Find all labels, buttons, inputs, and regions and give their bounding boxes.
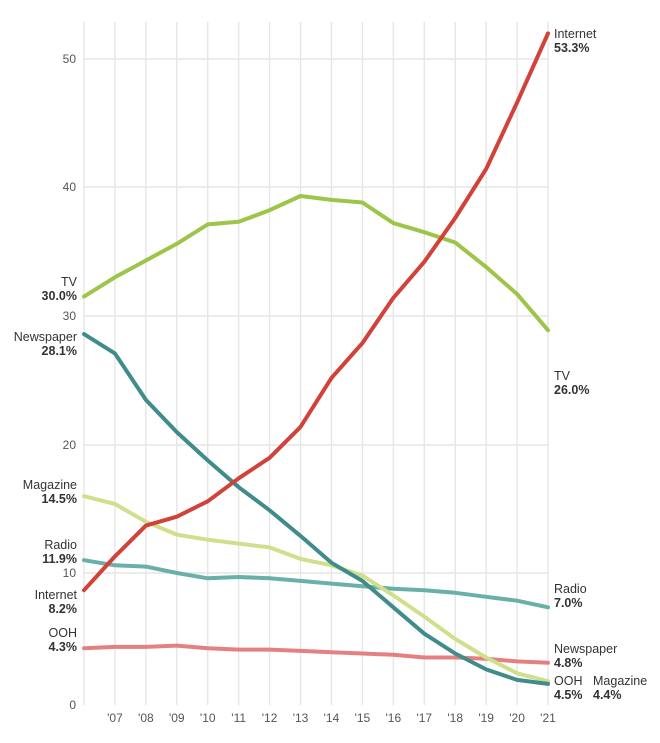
end-label-tv: TV [554, 369, 571, 383]
start-label-ooh: OOH [49, 626, 77, 640]
start-label-tv: TV [61, 275, 78, 289]
end-label-ooh: OOH [554, 674, 582, 688]
y-tick-label: 20 [63, 438, 77, 452]
y-axis-ticks: 0 10 20 30 40 50 [63, 52, 77, 712]
y-tick-label: 10 [63, 566, 77, 580]
series-line-ooh [82, 643, 550, 665]
end-label-magazine: Magazine [593, 674, 647, 688]
end-value-magazine: 4.4% [593, 688, 622, 702]
end-value-tv: 26.0% [554, 383, 589, 397]
series-line-internet [82, 31, 550, 593]
x-tick-label: '13 [293, 711, 309, 725]
x-tick-label: '14 [324, 711, 340, 725]
start-value-radio: 11.9% [42, 552, 77, 566]
x-tick-label: '08 [138, 711, 154, 725]
start-label-radio: Radio [44, 538, 77, 552]
y-tick-label: 50 [63, 52, 77, 66]
end-label-newspaper: Newspaper [554, 642, 617, 656]
x-tick-label: '09 [169, 711, 185, 725]
start-label-internet: Internet [35, 588, 78, 602]
end-value-internet: 53.3% [554, 41, 589, 55]
end-label-internet: Internet [554, 27, 597, 41]
start-label-magazine: Magazine [23, 478, 77, 492]
x-tick-label: '19 [478, 711, 494, 725]
start-value-ooh: 4.3% [49, 640, 78, 654]
start-label-newspaper: Newspaper [14, 330, 77, 344]
start-value-magazine: 14.5% [42, 492, 77, 506]
y-tick-label: 40 [63, 180, 77, 194]
end-value-newspaper: 4.8% [554, 656, 583, 670]
start-value-newspaper: 28.1% [42, 344, 77, 358]
x-axis-ticks: '07 '08 '09 '10 '11 '12 '13 '14 '15 '16 '17 '18 '19 '… [107, 711, 556, 725]
end-value-ooh: 4.5% [554, 688, 583, 702]
end-label-radio: Radio [554, 582, 587, 596]
x-tick-label: '12 [262, 711, 278, 725]
start-value-tv: 30.0% [42, 289, 77, 303]
series-line-magazine [82, 494, 550, 684]
y-tick-label: 30 [63, 309, 77, 323]
series-labels: Internet8.2%Internet53.3%TV30.0%TV26.0%N… [14, 27, 647, 702]
x-tick-label: '17 [416, 711, 432, 725]
x-tick-label: '21 [540, 711, 556, 725]
series-line-newspaper [82, 332, 550, 686]
series-lines [82, 31, 550, 686]
x-tick-label: '20 [509, 711, 525, 725]
y-tick-label: 0 [69, 698, 76, 712]
end-value-radio: 7.0% [554, 596, 583, 610]
x-tick-label: '11 [231, 711, 246, 725]
x-tick-label: '18 [447, 711, 463, 725]
start-value-internet: 8.2% [49, 602, 78, 616]
series-line-radio [82, 558, 550, 610]
x-tick-label: '16 [386, 711, 402, 725]
x-tick-label: '15 [355, 711, 371, 725]
x-tick-label: '07 [107, 711, 123, 725]
x-tick-label: '10 [200, 711, 216, 725]
grid [83, 22, 549, 705]
series-line-tv [82, 194, 550, 333]
